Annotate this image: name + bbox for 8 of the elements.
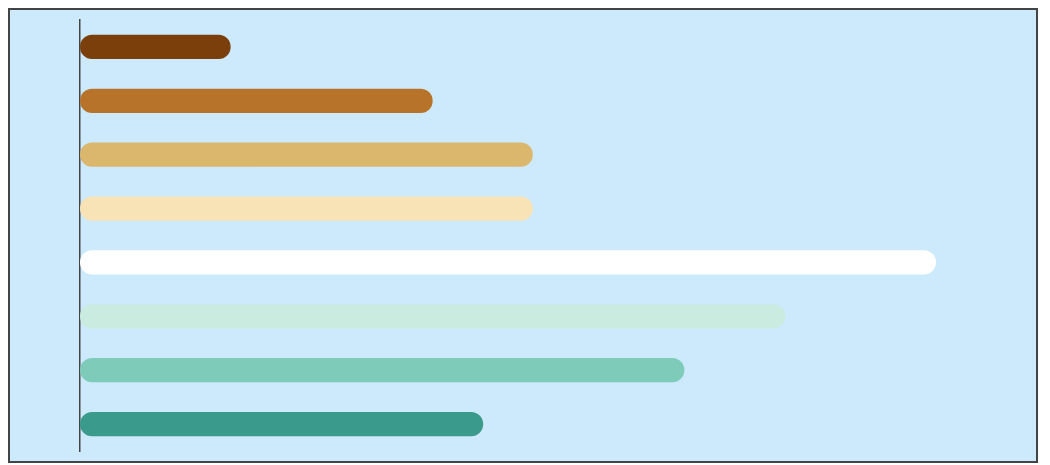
bar [80, 196, 533, 221]
bar [80, 34, 231, 60]
bar [80, 142, 533, 167]
bar [80, 358, 685, 383]
bar [80, 304, 786, 329]
bar [80, 88, 433, 113]
bar [80, 250, 936, 275]
bar [80, 411, 484, 437]
